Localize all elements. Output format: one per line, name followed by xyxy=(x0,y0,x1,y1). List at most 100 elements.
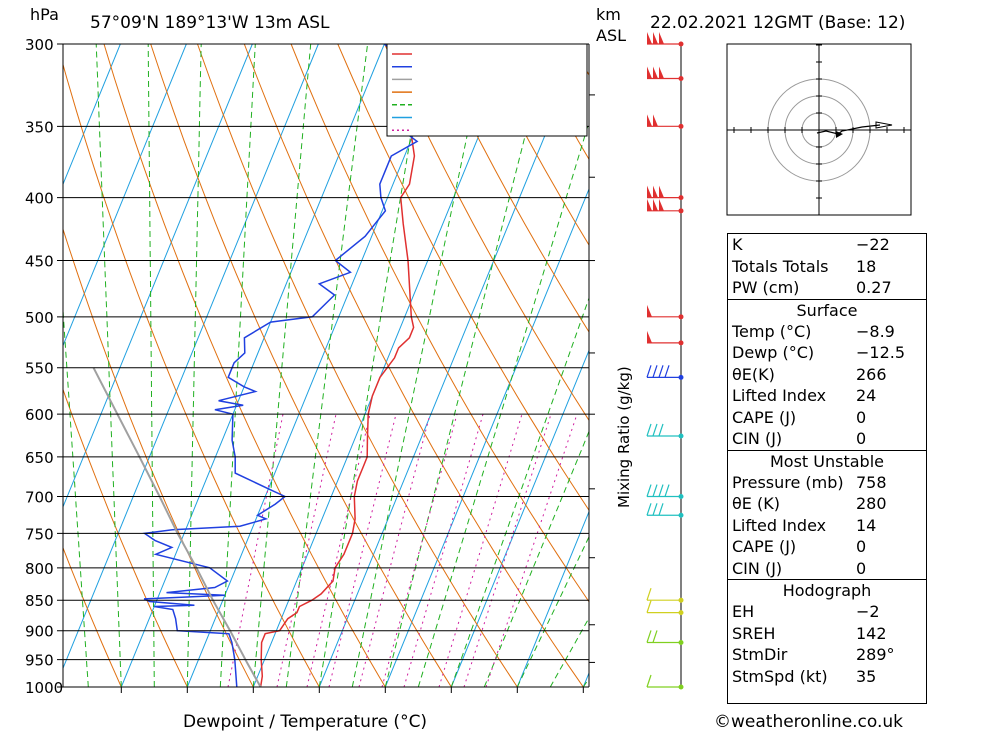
wind-barb-flag xyxy=(646,484,652,497)
wind-barb-flag xyxy=(652,423,658,437)
index-label: EH xyxy=(732,602,755,621)
wet-adiabat-line xyxy=(95,44,122,687)
index-value: 0.27 xyxy=(856,278,892,297)
hodograph-arrow xyxy=(875,121,893,129)
isotherm-line xyxy=(384,187,589,687)
dry-adiabat-line xyxy=(384,44,589,422)
dry-adiabat-line xyxy=(946,44,1000,687)
index-label: PW (cm) xyxy=(732,278,800,297)
wind-pennant xyxy=(653,32,658,44)
isotherm-line xyxy=(252,44,517,687)
mixing-ratio-line xyxy=(227,414,284,687)
wind-barb-flag xyxy=(646,674,652,688)
hodograph-stats-title: Hodograph xyxy=(782,581,872,600)
dry-adiabat-line xyxy=(243,44,584,687)
isotherm-line xyxy=(63,44,121,186)
wet-adiabat-line xyxy=(219,44,256,687)
wind-pennant xyxy=(653,198,658,211)
index-label: Pressure (mb) xyxy=(732,472,844,492)
mixing-ratio-line xyxy=(306,414,371,687)
pressure-tick-label: 750 xyxy=(25,525,54,543)
wind-barb-flag xyxy=(664,484,670,497)
wind-pennant xyxy=(647,330,652,343)
wet-adiabat-line xyxy=(483,430,589,687)
pressure-tick-label: 800 xyxy=(25,560,54,578)
isotherm-line xyxy=(63,44,187,347)
series-line-parcel-trajectory xyxy=(92,367,262,687)
pressure-unit-label: hPa xyxy=(30,5,59,24)
wind-barb-flag xyxy=(646,423,652,437)
x-axis-label: Dewpoint / Temperature (°C) xyxy=(183,712,427,732)
mixing-ratio-line xyxy=(328,414,397,687)
indices-panel: K −22 Totals Totals 18 PW (cm) 0.27 Surface T… xyxy=(727,233,927,704)
wet-adiabat-line xyxy=(285,44,369,687)
legend-box xyxy=(386,43,588,137)
pressure-tick-label: 550 xyxy=(25,360,54,378)
hodograph-storm-marker xyxy=(836,131,843,138)
index-label: CIN (J) xyxy=(732,429,783,448)
pressure-tick-label: 500 xyxy=(25,309,54,327)
wet-adiabat-line xyxy=(450,296,589,687)
mixing-ratio-axis-label: Mixing Ratio (g/kg) xyxy=(615,366,633,508)
wind-barb-flag xyxy=(658,484,664,497)
wet-adiabat-line xyxy=(147,44,155,687)
index-row: Dewp (°C) −12.5 xyxy=(728,342,926,364)
location-title: 57°09'N 189°13'W 13m ASL xyxy=(90,13,330,33)
wet-adiabat-line xyxy=(318,44,427,687)
isotherm-line xyxy=(516,510,589,687)
wind-pennant xyxy=(647,304,652,317)
index-value: 266 xyxy=(856,364,887,384)
index-value: 758 xyxy=(856,472,887,492)
copyright-link[interactable]: ©weatheronline.co.uk xyxy=(714,712,904,732)
isotherm-line xyxy=(63,44,253,509)
wind-pennant xyxy=(659,32,664,44)
index-value: 0 xyxy=(856,429,867,448)
index-row: StmDir 289° xyxy=(728,644,926,666)
isotherm-line xyxy=(120,44,385,687)
wet-adiabat-line xyxy=(516,535,589,687)
index-row: Lifted Index 24 xyxy=(728,385,926,407)
index-value: 289° xyxy=(856,645,895,664)
index-label: Lifted Index xyxy=(732,515,827,535)
wind-barb-flag xyxy=(652,365,658,378)
wind-barb-flag xyxy=(658,503,664,516)
dry-adiabat-line xyxy=(430,44,589,333)
dry-adiabat-line xyxy=(477,44,589,246)
wind-pennant xyxy=(659,66,664,79)
most-unstable-title: Most Unstable xyxy=(770,451,884,471)
series-line-temperature xyxy=(259,44,425,687)
pressure-tick-label: 700 xyxy=(25,489,54,507)
height-unit-km: km xyxy=(596,5,621,24)
wind-barb-flag xyxy=(646,630,652,643)
index-label: StmSpd (kt) xyxy=(732,666,828,686)
index-label: CIN (J) xyxy=(732,558,783,578)
index-row: θE (K) 280 xyxy=(728,493,926,515)
dry-adiabat-line xyxy=(103,44,386,687)
index-row: CIN (J) 0 xyxy=(728,558,926,580)
index-value: −2 xyxy=(856,602,880,621)
index-label: θE (K) xyxy=(732,494,780,513)
mixing-ratio-line xyxy=(276,414,337,687)
index-row: CAPE (J) 0 xyxy=(728,536,926,558)
surface-title: Surface xyxy=(796,300,858,320)
wind-pennant xyxy=(659,185,664,198)
pressure-tick-label: 400 xyxy=(25,190,54,208)
index-value: 35 xyxy=(856,666,877,686)
pressure-tick-label: 600 xyxy=(25,406,54,424)
index-label: K xyxy=(732,235,743,254)
datetime-title: 22.02.2021 12GMT (Base: 12) xyxy=(650,13,905,33)
hodograph-stats-section: Hodograph EH −2 SREH 142 StmDir 289° StmSpd (k… xyxy=(728,579,926,687)
dry-adiabat-line xyxy=(63,546,122,687)
index-row: SREH 142 xyxy=(728,623,926,645)
index-label: Lifted Index xyxy=(732,386,827,405)
wind-barb-flag xyxy=(652,630,658,643)
index-row: θE(K) 266 xyxy=(728,364,926,386)
wind-pennant xyxy=(653,114,658,127)
wind-pennant xyxy=(647,185,652,198)
index-value: 14 xyxy=(856,515,877,535)
wind-barb-flag xyxy=(646,503,652,516)
index-label: Totals Totals xyxy=(732,256,829,276)
isotherm-line xyxy=(186,44,451,687)
index-row: Lifted Index 14 xyxy=(728,515,926,537)
index-label: CAPE (J) xyxy=(732,537,797,556)
